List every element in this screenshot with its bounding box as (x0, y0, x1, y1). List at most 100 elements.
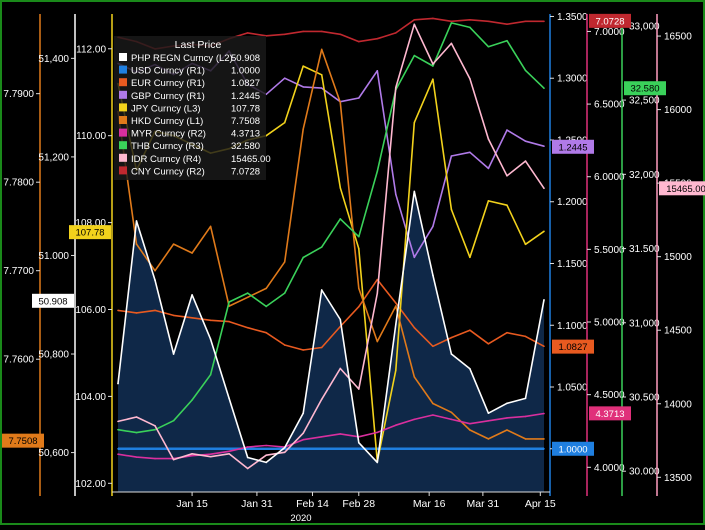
data-point (357, 447, 360, 450)
data-point (506, 417, 508, 419)
data-point (302, 86, 305, 88)
data-point (469, 429, 471, 431)
last-value-label: 107.78 (75, 228, 104, 239)
data-point (450, 208, 453, 211)
last-value-label: 1.2445 (558, 142, 587, 153)
axis-tick-label: 112.00 (76, 44, 106, 55)
data-point (228, 397, 230, 400)
data-point (339, 187, 342, 189)
data-point (469, 368, 471, 370)
data-point (524, 397, 527, 400)
data-point (395, 447, 397, 450)
data-point (209, 373, 212, 376)
data-point (376, 340, 379, 343)
data-point (376, 292, 379, 295)
last-value-badge (552, 139, 594, 154)
data-point (283, 451, 286, 454)
data-point (302, 65, 305, 67)
data-point (487, 45, 490, 48)
data-point (432, 402, 434, 405)
data-point (487, 342, 490, 345)
data-point (154, 309, 156, 312)
data-point (469, 329, 471, 331)
data-point (228, 447, 230, 450)
data-point (506, 402, 508, 405)
last-value-badge (659, 181, 705, 196)
legend-series-name: JPY Curncy (L3) (131, 103, 201, 114)
last-value-badge (552, 339, 594, 354)
axis-tick-label: 5.0000 (594, 318, 625, 329)
last-value-label: 7.0728 (595, 16, 624, 27)
x-tick-label: Feb 14 (296, 498, 329, 510)
legend-series-name: IDR Curncy (R4) (131, 154, 201, 165)
data-point (320, 447, 323, 450)
data-point (283, 292, 286, 294)
axis-tick-label: 1.3500 (557, 12, 588, 23)
legend-last-value: 32.580 (231, 141, 260, 152)
data-point (191, 317, 193, 319)
data-point (283, 121, 286, 124)
axis-tick-label: 30.500 (629, 392, 660, 403)
last-value-badge (32, 293, 74, 308)
legend-last-value: 7.0728 (231, 166, 260, 177)
data-point (543, 145, 545, 147)
data-point (246, 467, 249, 470)
axis-tick-label: 4.5000 (594, 390, 625, 401)
data-point (265, 447, 267, 450)
data-point (154, 457, 156, 460)
data-point (302, 447, 305, 450)
data-point (172, 353, 175, 355)
data-point (191, 252, 193, 254)
data-point (413, 376, 416, 378)
axis-tick-label: 51,400 (38, 54, 69, 65)
data-point (135, 243, 138, 245)
data-point (172, 419, 175, 422)
data-point (154, 428, 156, 431)
data-point (302, 30, 305, 33)
data-point (376, 37, 379, 40)
data-point (469, 422, 471, 425)
data-point (135, 416, 138, 418)
data-point (432, 225, 434, 228)
data-point (395, 193, 397, 196)
data-point (432, 63, 434, 65)
last-value-label: 15465.00 (666, 184, 705, 195)
data-point (376, 431, 379, 434)
legend-title: Last Price (175, 39, 222, 51)
data-point (209, 455, 212, 458)
legend-last-value: 107.78 (231, 103, 260, 114)
data-point (450, 42, 453, 45)
axis-tick-label: 50,800 (38, 350, 69, 361)
data-point (469, 151, 471, 154)
data-point (506, 39, 508, 42)
data-point (395, 302, 397, 304)
legend-series-name: MYR Curncy (R2) (131, 129, 206, 140)
data-point (339, 318, 342, 321)
data-point (395, 323, 397, 326)
data-point (135, 220, 138, 222)
data-point (506, 23, 508, 25)
series-line (117, 23, 545, 470)
data-point (135, 431, 138, 434)
data-point (191, 399, 193, 401)
last-value-badge (624, 81, 666, 96)
data-point (246, 446, 249, 448)
data-point (339, 447, 342, 450)
x-tick-label: Feb 28 (342, 498, 375, 510)
data-point (543, 230, 545, 233)
data-point (320, 346, 323, 349)
legend-swatch (119, 78, 127, 87)
data-point (543, 438, 545, 440)
data-point (302, 412, 305, 414)
data-point (487, 447, 490, 450)
data-point (543, 345, 545, 348)
data-point (246, 296, 249, 299)
last-value-badge (589, 406, 631, 421)
data-point (172, 243, 175, 245)
data-point (117, 447, 119, 450)
data-point (487, 20, 490, 23)
legend-swatch (119, 128, 127, 137)
data-point (524, 160, 527, 162)
axis-tick-label: 1.3000 (557, 74, 588, 85)
data-point (246, 326, 249, 329)
